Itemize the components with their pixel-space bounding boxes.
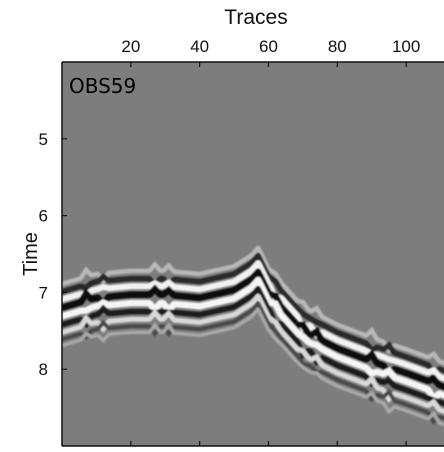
event-1-wavelet-band <box>62 285 261 329</box>
event-2-wavelet-band <box>255 285 444 407</box>
event-1-wavelet-band <box>62 301 261 342</box>
event-2-wavelet-band <box>256 301 444 425</box>
event-1-wavelet-band <box>62 252 261 295</box>
y-axis-title: Time <box>20 232 42 276</box>
y-tick-label: 6 <box>39 207 48 226</box>
event-1-wavelet-band <box>62 293 261 335</box>
x-tick-label: 20 <box>121 37 140 56</box>
y-tick-label: 5 <box>39 130 48 149</box>
y-tick-label: 7 <box>39 283 48 302</box>
event-2-wavelet-band <box>255 245 444 366</box>
event-2-wavelet-band <box>255 252 444 379</box>
y-axis-ticks: 5 6 7 8 <box>39 130 67 379</box>
event-1-wavelet-band <box>62 276 262 320</box>
seismic-events <box>62 245 444 427</box>
x-tick-label: 80 <box>328 37 347 56</box>
event-1-wavelet-band <box>62 268 262 312</box>
event-1-wavelet-band <box>62 245 261 287</box>
event-1-wavelet-band <box>62 307 260 348</box>
x-tick-label: 40 <box>190 37 209 56</box>
x-tick-label: 100 <box>392 37 420 56</box>
event-2-wavelet-band <box>254 268 444 391</box>
event-2-wavelet-band <box>255 260 444 382</box>
event-2-wavelet-band <box>254 276 444 404</box>
x-axis-title: Traces <box>224 6 287 29</box>
panel-label: OBS59 <box>69 74 136 98</box>
y-tick-label: 8 <box>39 360 48 379</box>
x-tick-label: 60 <box>259 37 278 56</box>
x-axis-ticks: 20 40 60 80 100 <box>121 37 420 446</box>
event-2-wavelet-band <box>256 307 444 427</box>
event-2-wavelet-band <box>255 293 444 414</box>
event-1-wavelet-band <box>62 260 262 303</box>
